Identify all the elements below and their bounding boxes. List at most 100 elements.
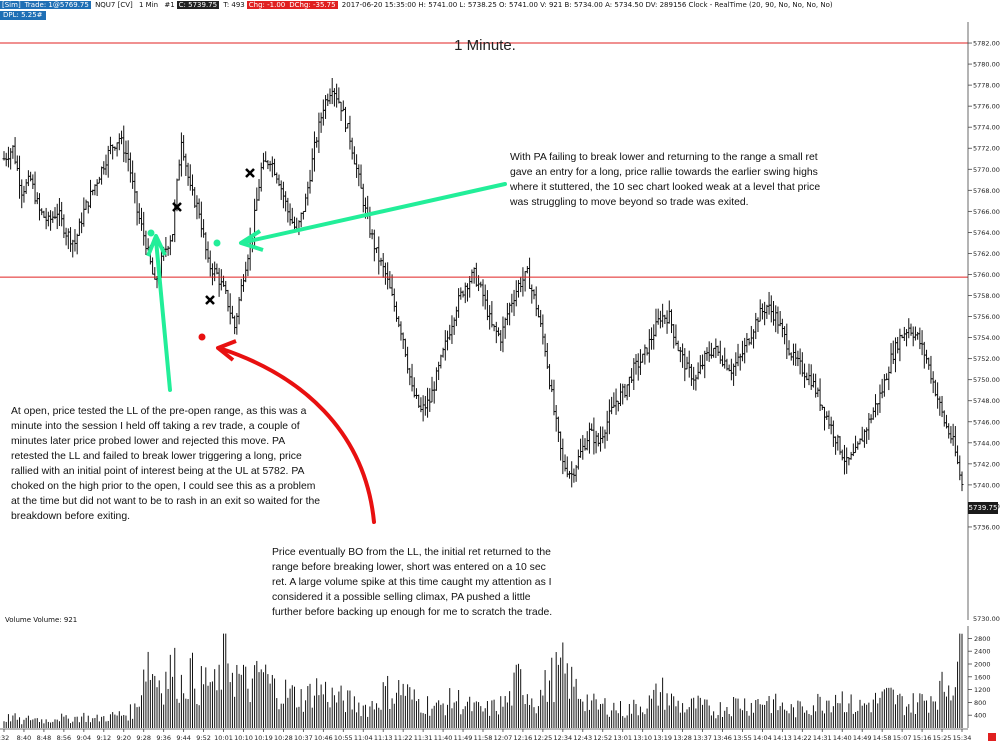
time-tick-label: 13:55 [733, 734, 752, 742]
time-tick-label: 9:36 [156, 734, 171, 742]
red-arrowhead [216, 339, 237, 362]
corner-marker [988, 733, 996, 741]
bar-label: #1 [164, 1, 175, 9]
price-tick-label: 5772.00 [973, 145, 1000, 153]
time-tick-label: 13:28 [673, 734, 692, 742]
time-tick-label: 8:56 [57, 734, 72, 742]
time-tick-label: 14:22 [793, 734, 812, 742]
time-tick-label: 9:12 [96, 734, 111, 742]
price-tick-label: 5774.00 [973, 124, 1000, 132]
time-tick-label: 15:16 [913, 734, 932, 742]
time-tick-label: 15:25 [933, 734, 952, 742]
time-tick-label: 12:52 [593, 734, 612, 742]
time-tick-label: 14:13 [773, 734, 792, 742]
ticks-label: T: 493 [223, 1, 245, 9]
price-tick-label: 5778.00 [973, 82, 1000, 90]
price-tick-label: 5768.00 [973, 187, 1000, 195]
time-tick-label: 11:04 [354, 734, 373, 742]
session-info: 2017-06-20 15:35:00 H: 5741.00 L: 5738.2… [341, 1, 833, 9]
time-tick-label: 14:04 [753, 734, 772, 742]
time-tick-label: 13:37 [693, 734, 712, 742]
exit-mark-three [205, 295, 215, 305]
time-tick-label: 12:25 [534, 734, 553, 742]
time-tick-label: 13:01 [613, 734, 632, 742]
volume-tick-label: 2400 [974, 648, 991, 656]
green-arrowhead-one [146, 234, 167, 257]
volume-tick-label: 800 [974, 699, 986, 707]
time-tick-label: 14:49 [853, 734, 872, 742]
volume-tick-label: 2000 [974, 661, 991, 669]
trade-marks [146, 168, 507, 524]
time-tick-label: 14:58 [873, 734, 892, 742]
time-tick-label: 14:40 [833, 734, 852, 742]
price-tick-label: 5748.00 [973, 397, 1000, 405]
volume-bars [3, 633, 963, 728]
price-tick-label: 5764.00 [973, 229, 1000, 237]
long-annotation: With PA failing to break lower and retur… [510, 152, 821, 208]
volume-tick-label: 2800 [974, 635, 991, 643]
price-tick-label: 5770.00 [973, 166, 1000, 174]
price-tick-label: 5760.00 [973, 271, 1000, 279]
last-price-tag: 5739.75 [968, 502, 998, 514]
green-arrowhead-two [239, 229, 264, 252]
time-tick-label: 12:07 [494, 734, 513, 742]
price-tick-label: 5782.00 [973, 40, 1000, 48]
time-tick-label: 12:34 [553, 734, 572, 742]
green-arrow-entry-one [154, 238, 172, 392]
time-tick-label: 10:01 [214, 734, 233, 742]
time-tick-label: 13:19 [653, 734, 672, 742]
price-tick-label: 5742.00 [973, 460, 1000, 468]
volume-tick-label: 1200 [974, 686, 991, 694]
time-tick-label: 13:46 [713, 734, 732, 742]
time-tick-label: 15:07 [893, 734, 912, 742]
time-tick-label: 12:16 [514, 734, 533, 742]
time-tick-label: 13:10 [633, 734, 652, 742]
sim-badge: [Sim] [0, 1, 23, 9]
time-tick-label: 9:44 [176, 734, 191, 742]
time-axis: :32 8:40 8:48 8:56 9:04 9:12 9:20 9:28 9:36 9:44 9… [0, 728, 972, 742]
time-tick-label: 8:40 [17, 734, 32, 742]
open-annotation: At open, price tested the LL of the pre-… [11, 406, 321, 522]
price-tick-label: 5762.00 [973, 250, 1000, 258]
price-tick-label: 5746.00 [973, 418, 1000, 426]
price-tick-label: 5756.00 [973, 313, 1000, 321]
exit-mark-two [245, 168, 255, 178]
price-axis: 5736.005738.005740.005742.005744.005746.… [967, 22, 1000, 623]
time-tick-label: 10:46 [314, 734, 333, 742]
time-tick-label: 12:43 [573, 734, 592, 742]
time-tick-label: 15:34 [953, 734, 972, 742]
price-tick-label: 5736.00 [973, 523, 1000, 531]
red-arrow-short [220, 347, 376, 524]
short-annotation: Price eventually BO from the LL, the ini… [272, 547, 553, 618]
time-tick-label: 9:28 [136, 734, 151, 742]
time-tick-label: 10:37 [294, 734, 313, 742]
chart-title: 1 Minute. [454, 37, 516, 54]
volume-top-tick-label: 5730.00 [973, 615, 1000, 623]
price-tick-label: 5754.00 [973, 334, 1000, 342]
time-tick-label: 9:20 [116, 734, 131, 742]
dchg-badge: DChg: -35.75 [287, 1, 338, 9]
time-tick-label: 11:22 [394, 734, 413, 742]
time-tick-label: :32 [0, 734, 9, 742]
trade-badge: Trade: 1@5769.75 [22, 1, 91, 9]
price-tick-label: 5740.00 [973, 481, 1000, 489]
price-tick-label: 5758.00 [973, 292, 1000, 300]
time-tick-label: 14:31 [813, 734, 832, 742]
price-tick-label: 5780.00 [973, 61, 1000, 69]
volume-tick-label: 400 [974, 712, 986, 720]
interval-label: 1 Min [138, 1, 159, 9]
volume-tick-label: 1600 [974, 673, 991, 681]
time-tick-label: 11:40 [434, 734, 453, 742]
price-tick-label: 5776.00 [973, 103, 1000, 111]
time-tick-label: 8:48 [37, 734, 52, 742]
time-tick-label: 11:13 [374, 734, 393, 742]
time-tick-label: 10:55 [334, 734, 353, 742]
dpl-badge: DPL: 5.25# [0, 11, 46, 20]
green-arrow-entry-two [243, 182, 507, 244]
time-tick-label: 10:28 [274, 734, 293, 742]
short-entry-dot [198, 333, 206, 341]
time-tick-label: 11:58 [474, 734, 493, 742]
volume-label: Volume Volume: 921 [5, 616, 78, 624]
